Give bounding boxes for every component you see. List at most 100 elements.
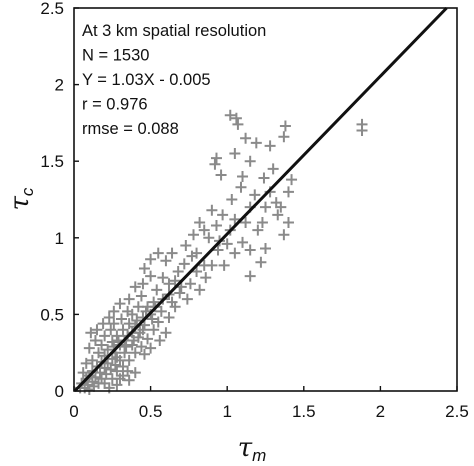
data-point — [267, 163, 279, 175]
data-point — [151, 284, 163, 296]
data-point — [108, 318, 120, 330]
data-point — [160, 255, 172, 267]
y-axis-ticks: 0 0.5 1 1.5 2 2.5 — [40, 0, 79, 401]
data-point — [255, 256, 267, 268]
data-point — [115, 313, 127, 325]
data-point — [180, 239, 192, 251]
data-point — [187, 229, 199, 241]
data-point — [157, 272, 169, 284]
data-point — [145, 253, 157, 265]
data-point — [244, 270, 256, 282]
rmse-value: rmse = 0.088 — [82, 120, 179, 138]
data-point — [256, 216, 268, 228]
data-point — [206, 204, 218, 216]
data-point — [91, 324, 103, 336]
data-point — [128, 334, 140, 346]
data-point — [191, 266, 203, 278]
data-point — [138, 348, 150, 360]
data-point — [224, 109, 236, 121]
data-point — [122, 365, 134, 377]
data-point — [235, 181, 247, 193]
data-point — [166, 296, 178, 308]
y-axis-symbol: τ — [5, 195, 35, 210]
data-point — [138, 319, 150, 331]
data-point — [123, 354, 135, 366]
y-tick-label: 1.5 — [40, 152, 64, 171]
data-point — [237, 236, 249, 248]
data-point — [102, 344, 114, 356]
data-point — [163, 278, 175, 290]
data-point — [198, 259, 210, 271]
data-point — [142, 333, 154, 345]
y-tick-label: 1 — [55, 229, 64, 248]
data-point — [111, 365, 123, 377]
x-tick-label: 0 — [69, 402, 78, 421]
x-tick-label: 1.5 — [292, 402, 316, 421]
plot-frame — [73, 7, 458, 392]
data-point — [137, 278, 149, 290]
data-point — [278, 229, 290, 241]
x-axis-subscript: m — [252, 446, 266, 465]
data-point — [99, 330, 111, 342]
data-point — [80, 357, 92, 369]
data-point — [260, 201, 271, 213]
data-point — [122, 305, 134, 317]
data-point — [77, 367, 89, 379]
data-point — [123, 318, 135, 330]
x-tick-label: 0.5 — [139, 402, 163, 421]
data-point — [140, 305, 152, 317]
data-point — [229, 247, 241, 259]
data-point — [166, 247, 178, 259]
data-point — [203, 232, 215, 244]
data-point — [135, 341, 147, 353]
data-point — [123, 293, 135, 305]
annotation-block: At 3 km spatial resolution N = 1530 Y = 1.… — [82, 22, 266, 138]
y-tick-label: 0.5 — [40, 305, 64, 324]
data-point — [194, 284, 206, 296]
x-tick-label: 2 — [376, 402, 385, 421]
data-point — [194, 216, 206, 228]
data-point — [160, 327, 172, 339]
data-point — [134, 327, 146, 339]
data-point — [221, 238, 233, 250]
data-point — [131, 315, 143, 327]
data-point — [252, 224, 264, 236]
data-point — [278, 131, 290, 143]
data-point — [282, 216, 294, 228]
data-point — [129, 347, 141, 359]
x-tick-label: 2.5 — [445, 402, 469, 421]
data-point — [138, 262, 150, 274]
data-point — [97, 318, 109, 330]
x-tick-label: 1 — [222, 402, 231, 421]
sample-count: N = 1530 — [82, 47, 149, 65]
data-point — [181, 293, 193, 305]
data-point — [83, 383, 95, 395]
data-point — [212, 244, 224, 256]
data-point — [209, 158, 221, 170]
data-point — [198, 224, 210, 236]
data-point — [129, 281, 141, 293]
data-point — [232, 118, 244, 130]
y-axis-subscript: c — [18, 187, 37, 196]
data-point — [93, 347, 105, 359]
data-point — [186, 250, 198, 262]
data-point — [218, 259, 230, 271]
data-point — [154, 334, 166, 346]
data-point — [178, 258, 190, 270]
data-point — [129, 367, 141, 379]
data-point — [148, 324, 160, 336]
data-point — [244, 155, 256, 167]
x-axis-ticks: 0 0.5 1 1.5 2 2.5 — [69, 386, 469, 421]
data-point — [272, 209, 284, 221]
data-point — [226, 194, 238, 205]
data-point — [279, 120, 291, 132]
data-point — [86, 354, 98, 366]
data-point — [229, 148, 241, 160]
data-point — [230, 112, 242, 124]
data-point — [111, 351, 123, 363]
y-axis-label: τc — [5, 187, 37, 210]
data-point — [244, 244, 256, 256]
data-point — [237, 171, 249, 183]
data-point — [264, 140, 276, 152]
data-point — [123, 374, 135, 386]
